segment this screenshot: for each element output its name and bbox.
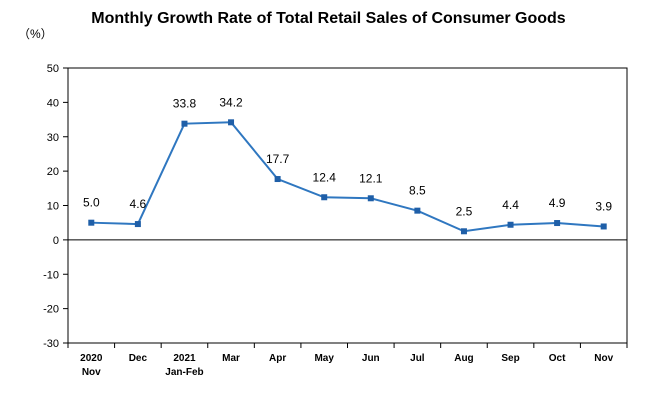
- data-label: 4.6: [130, 197, 147, 211]
- x-tick-label-line: Nov: [82, 367, 101, 378]
- x-tick-label-line: 2021: [173, 353, 196, 364]
- x-tick-label: 2021 Jan-Feb: [165, 353, 203, 378]
- data-point: [600, 223, 607, 230]
- y-unit-label: （%）: [18, 27, 53, 41]
- data-label: 17.7: [266, 152, 290, 166]
- x-tick-label-line: Dec: [129, 353, 148, 364]
- x-tick-label-line: 2020: [80, 353, 103, 364]
- y-tick-label: 30: [47, 132, 59, 144]
- x-tick-label: 2020 Nov: [80, 353, 103, 378]
- data-point: [88, 219, 95, 226]
- x-tick-label: Aug: [454, 353, 473, 364]
- x-tick-label: Dec: [129, 353, 148, 364]
- x-tick-label-line: Mar: [222, 353, 240, 364]
- x-tick-label-line: Jun: [362, 353, 380, 364]
- data-point: [554, 220, 561, 227]
- data-label: 8.5: [409, 184, 426, 198]
- x-tick-label-line: Jul: [410, 353, 425, 364]
- data-point: [367, 195, 374, 202]
- data-label: 3.9: [595, 199, 612, 213]
- data-label: 2.5: [456, 204, 473, 218]
- data-point: [274, 176, 281, 183]
- y-tick-label: 0: [53, 235, 59, 247]
- data-label: 33.8: [173, 97, 197, 111]
- y-tick-label: -30: [43, 338, 59, 350]
- data-point: [181, 120, 188, 127]
- x-tick-label-line: Nov: [594, 353, 613, 364]
- y-tick-label: -10: [43, 269, 59, 281]
- x-tick-label: Nov: [594, 353, 613, 364]
- data-point: [228, 119, 235, 126]
- data-label: 12.1: [359, 171, 383, 185]
- x-tick-label: Mar: [222, 353, 240, 364]
- data-point: [414, 207, 421, 214]
- series-line: [91, 121, 604, 233]
- x-tick-label-line: May: [314, 353, 334, 364]
- x-tick-label-line: Aug: [454, 353, 473, 364]
- x-tick-label: Oct: [549, 353, 566, 364]
- data-label: 12.4: [313, 170, 337, 184]
- x-tick-label: Jun: [362, 353, 380, 364]
- data-label: 34.2: [219, 95, 243, 109]
- y-tick-label: 10: [47, 201, 59, 213]
- chart-title: Monthly Growth Rate of Total Retail Sale…: [91, 10, 566, 27]
- x-tick-label: May: [314, 353, 334, 364]
- x-tick-label-line: Apr: [269, 353, 286, 364]
- y-tick-label: 20: [47, 166, 59, 178]
- y-tick-label: 50: [47, 63, 59, 75]
- data-point: [460, 228, 467, 235]
- data-point: [321, 194, 328, 201]
- x-tick-label-line: Sep: [501, 353, 519, 364]
- y-tick-label: 40: [47, 97, 59, 109]
- x-tick-label: Apr: [269, 353, 286, 364]
- data-label: 4.9: [549, 196, 566, 210]
- x-tick-label-line: Jan-Feb: [165, 367, 203, 378]
- data-point: [134, 221, 141, 228]
- y-tick-label: -20: [43, 304, 59, 316]
- plot-frame: [67, 67, 628, 344]
- x-tick-label: Sep: [501, 353, 519, 364]
- x-tick-label-line: Oct: [549, 353, 566, 364]
- data-label: 4.4: [502, 198, 519, 212]
- data-label: 5.0: [83, 196, 100, 210]
- data-point: [507, 221, 514, 228]
- x-tick-label: Jul: [410, 353, 425, 364]
